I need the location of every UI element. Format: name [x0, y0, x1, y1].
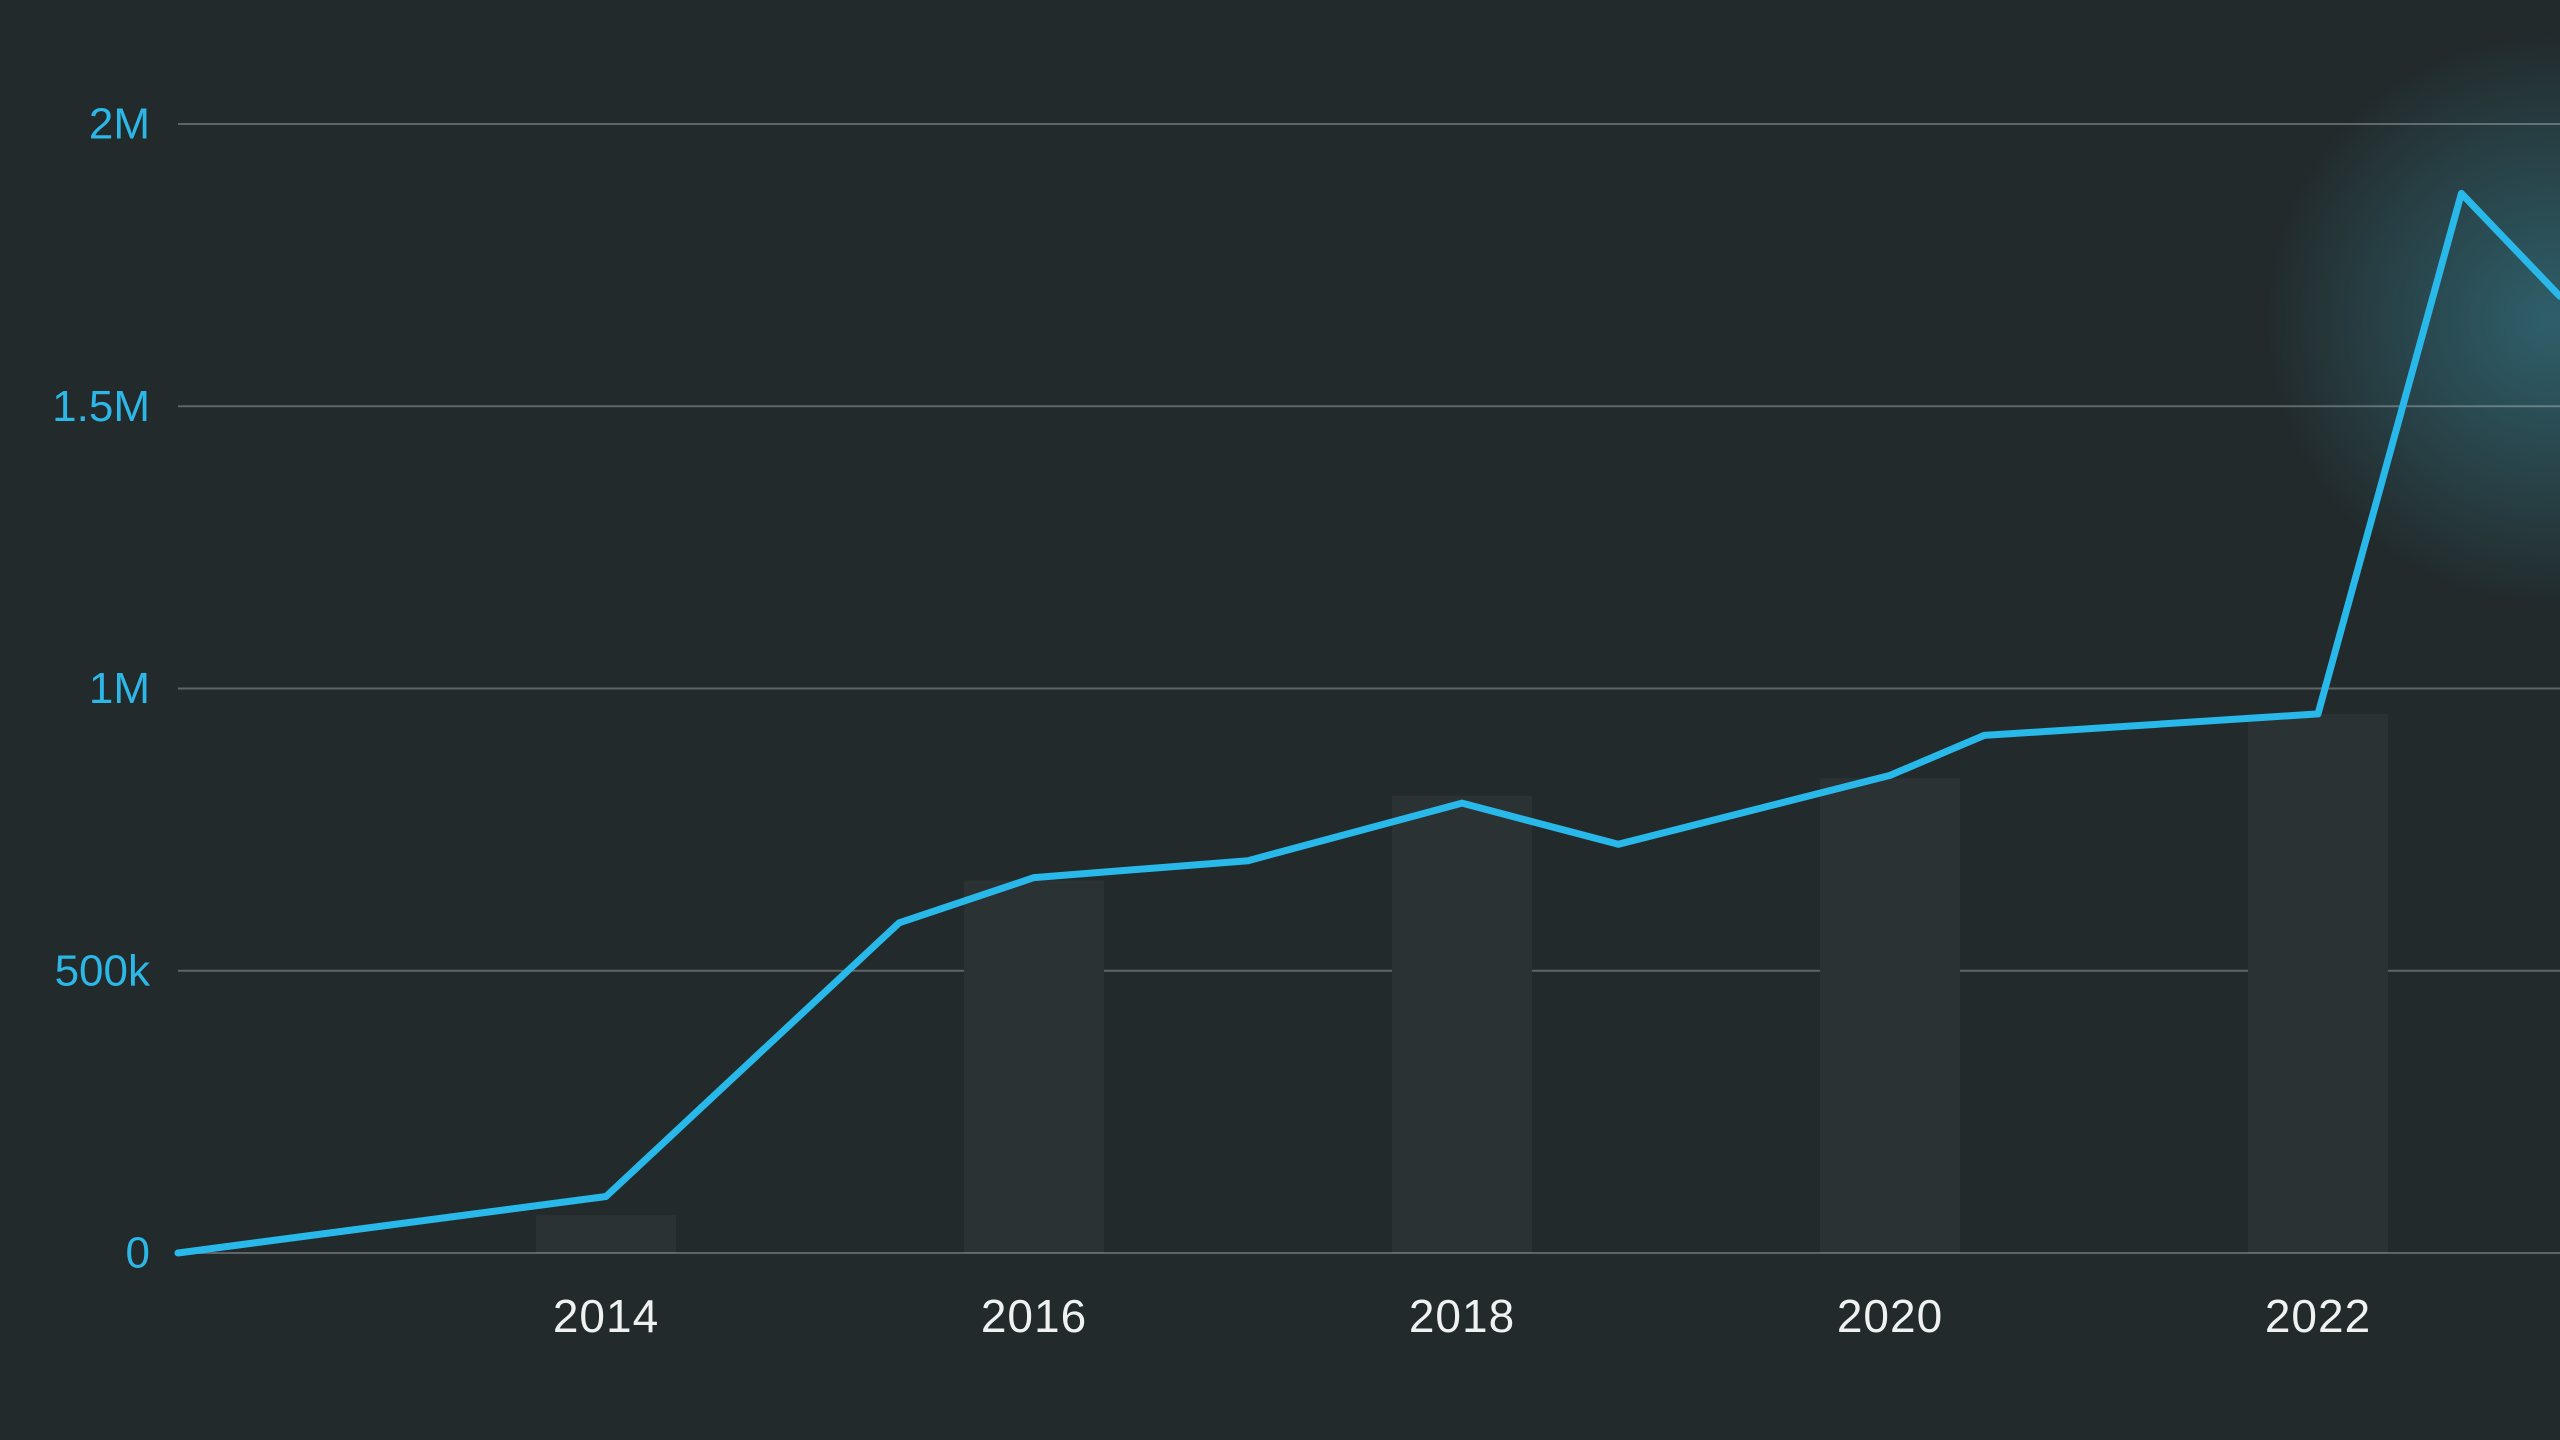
bar: [2248, 713, 2388, 1253]
x-tick-label: 2020: [1837, 1290, 1943, 1342]
bar: [1392, 795, 1532, 1253]
y-tick-label: 1.5M: [52, 382, 150, 431]
y-tick-label: 2M: [89, 100, 150, 149]
y-tick-label: 500k: [55, 946, 151, 995]
peak-glow: [2150, 0, 2560, 720]
y-tick-label: 0: [126, 1229, 150, 1278]
x-tick-label: 2022: [2265, 1290, 2371, 1342]
data-line: [174, 189, 2560, 1257]
x-tick-label: 2014: [553, 1290, 659, 1342]
y-tick-label: 1M: [89, 664, 150, 713]
x-tick-label: 2016: [981, 1290, 1087, 1342]
bar: [1820, 778, 1960, 1253]
bar: [964, 880, 1104, 1253]
bar: [536, 1215, 676, 1253]
x-tick-label: 2018: [1409, 1290, 1515, 1342]
